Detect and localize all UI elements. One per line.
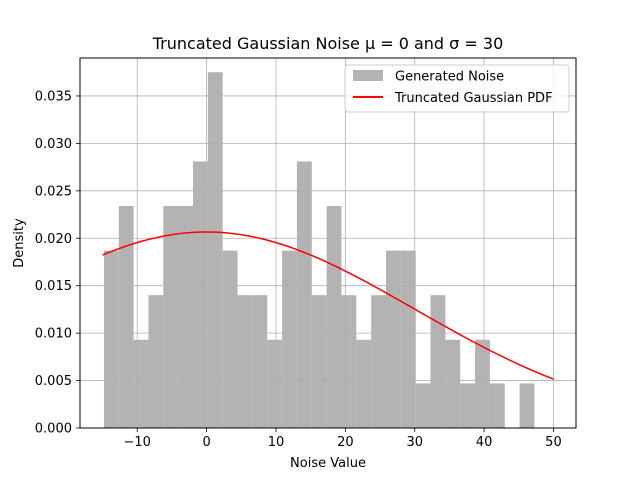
histogram-bar xyxy=(326,206,342,428)
histogram-bars xyxy=(103,72,535,428)
histogram-bar xyxy=(445,339,461,428)
histogram-bar xyxy=(385,250,401,428)
histogram-bar xyxy=(415,383,431,428)
histogram-bar xyxy=(118,206,134,428)
histogram-bar xyxy=(356,339,372,428)
histogram-bar xyxy=(489,383,505,428)
y-tick-label: 0.015 xyxy=(35,279,72,294)
x-tick-label: 30 xyxy=(406,435,423,450)
histogram-bar xyxy=(193,161,208,428)
x-axis-label: Noise Value xyxy=(290,456,366,471)
histogram-bar xyxy=(371,295,386,428)
x-tick-label: 40 xyxy=(476,435,493,450)
y-axis-label: Density xyxy=(12,218,27,268)
x-tick-label: 20 xyxy=(337,435,354,450)
histogram-bar xyxy=(311,295,327,428)
histogram-bar xyxy=(400,250,416,428)
x-tick-label: 10 xyxy=(268,435,285,450)
histogram-bar xyxy=(460,383,476,428)
y-tick-label: 0.030 xyxy=(35,137,72,152)
histogram-bar xyxy=(148,295,164,428)
y-tick-label: 0.005 xyxy=(35,374,72,389)
axis-ticks: −10 0 10 20 30 40 50 0.000 0.005 0.010 0.015 0.020 0… xyxy=(35,89,562,450)
histogram-bar xyxy=(163,206,179,428)
y-tick-label: 0.020 xyxy=(35,232,72,247)
histogram-bar xyxy=(207,72,223,428)
histogram-bar xyxy=(341,295,357,428)
histogram-bar xyxy=(222,250,238,428)
histogram-bar xyxy=(267,339,283,428)
legend-label-generated-noise: Generated Noise xyxy=(395,70,504,85)
y-tick-label: 0.035 xyxy=(35,89,72,104)
x-tick-label: 0 xyxy=(202,435,210,450)
histogram-bar xyxy=(178,206,194,428)
legend-swatch-generated-noise xyxy=(353,70,383,81)
histogram-bar xyxy=(252,295,268,428)
pdf-line xyxy=(102,231,554,380)
histogram-bar xyxy=(475,339,490,428)
histogram-bar xyxy=(296,161,312,428)
y-tick-label: 0.025 xyxy=(35,184,72,199)
histogram-bar xyxy=(237,295,253,428)
x-tick-label: −10 xyxy=(124,435,151,450)
histogram-bar xyxy=(519,383,535,428)
x-tick-label: 50 xyxy=(545,435,562,450)
histogram-bar xyxy=(133,339,149,428)
plot-frame xyxy=(79,57,577,429)
histogram-bar xyxy=(103,250,119,428)
histogram-bar xyxy=(282,250,297,428)
legend: Generated Noise Truncated Gaussian PDF xyxy=(344,64,570,113)
legend-label-truncated-gaussian-pdf: Truncated Gaussian PDF xyxy=(394,91,553,106)
chart-title: Truncated Gaussian Noise μ = 0 and σ = 3… xyxy=(152,34,504,53)
legend-box xyxy=(344,64,570,113)
grid-lines xyxy=(80,58,576,429)
histogram-bar xyxy=(430,295,446,428)
y-tick-label: 0.000 xyxy=(35,422,72,437)
y-tick-label: 0.010 xyxy=(35,327,72,342)
